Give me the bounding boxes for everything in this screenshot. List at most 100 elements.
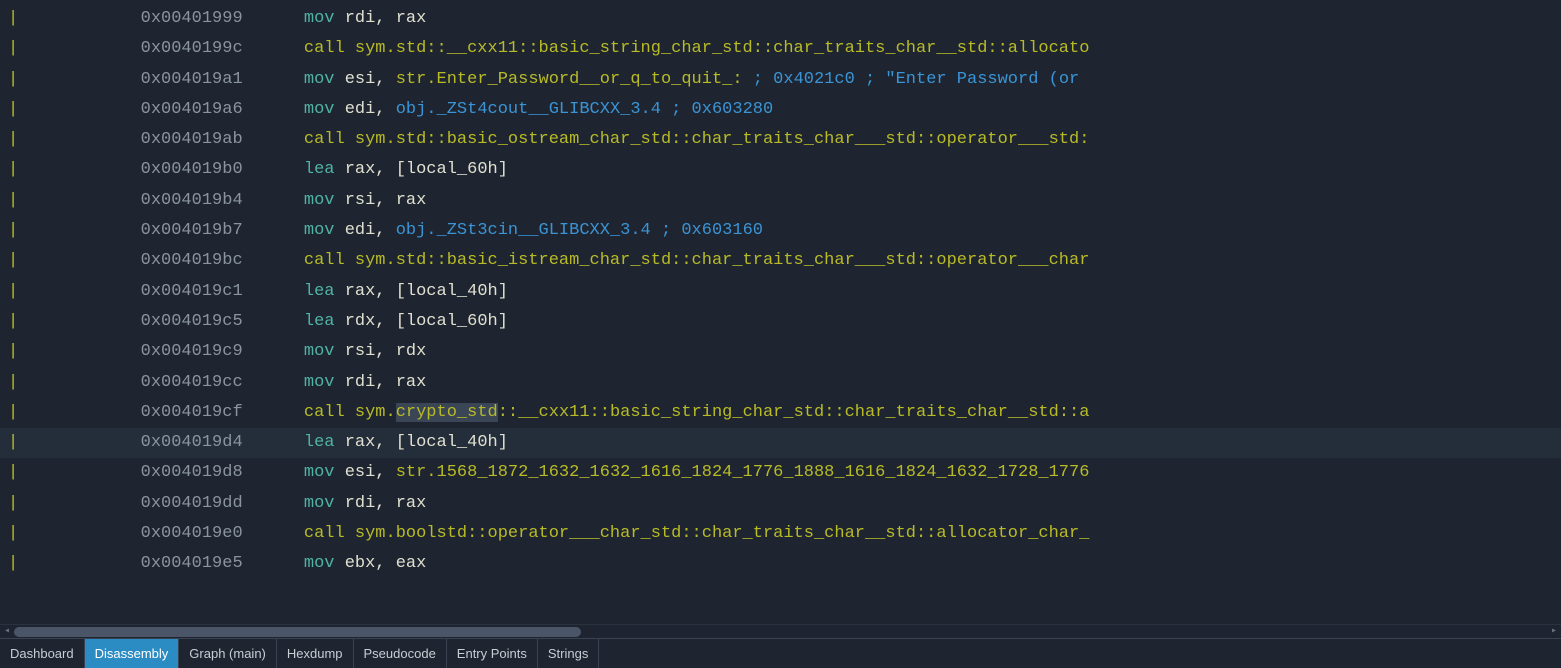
operand-object[interactable]: obj._ZSt4cout__GLIBCXX_3.4 xyxy=(396,100,661,119)
disasm-line[interactable]: | 0x004019bc call sym.std::basic_istream… xyxy=(0,246,1561,276)
address[interactable]: 0x004019bc xyxy=(141,251,243,270)
tab-dashboard[interactable]: Dashboard xyxy=(0,639,85,668)
mnemonic: mov xyxy=(304,494,335,513)
operand-register: rdi xyxy=(345,494,376,513)
operand-register: local_60h xyxy=(406,160,498,179)
disassembly-view[interactable]: | 0x00401999 mov rdi, rax| 0x0040199c ca… xyxy=(0,0,1561,614)
tab-strings[interactable]: Strings xyxy=(538,639,599,668)
mnemonic: mov xyxy=(304,70,335,89)
flow-pipe: | xyxy=(8,494,18,513)
operand-register: rdx xyxy=(345,312,376,331)
address[interactable]: 0x004019d4 xyxy=(141,433,243,452)
disasm-line[interactable]: | 0x004019b4 mov rsi, rax xyxy=(0,186,1561,216)
tab-entry-points[interactable]: Entry Points xyxy=(447,639,538,668)
flow-pipe: | xyxy=(8,373,18,392)
address[interactable]: 0x004019e0 xyxy=(141,524,243,543)
flow-pipe: | xyxy=(8,39,18,58)
disasm-line[interactable]: | 0x004019ab call sym.std::basic_ostream… xyxy=(0,125,1561,155)
disasm-line[interactable]: | 0x004019cf call sym.crypto_std::__cxx1… xyxy=(0,398,1561,428)
disasm-line[interactable]: | 0x004019a1 mov esi, str.Enter_Password… xyxy=(0,65,1561,95)
address[interactable]: 0x004019b0 xyxy=(141,160,243,179)
disasm-line[interactable]: | 0x0040199c call sym.std::__cxx11::basi… xyxy=(0,34,1561,64)
address[interactable]: 0x004019c5 xyxy=(141,312,243,331)
operand-register: rax xyxy=(345,433,376,452)
flow-pipe: | xyxy=(8,463,18,482)
operand-symbol[interactable]: sym. xyxy=(355,403,396,422)
disasm-line[interactable]: | 0x004019a6 mov edi, obj._ZSt4cout__GLI… xyxy=(0,95,1561,125)
flow-pipe: | xyxy=(8,312,18,331)
operand-register: rax xyxy=(396,494,427,513)
operand-symbol[interactable]: sym.boolstd::operator___char_std::char_t… xyxy=(355,524,1090,543)
disasm-line[interactable]: | 0x004019dd mov rdi, rax xyxy=(0,489,1561,519)
operand-register: edi xyxy=(345,221,376,240)
operand-register: local_60h xyxy=(406,312,498,331)
operand-register: rax xyxy=(396,9,427,28)
disasm-line[interactable]: | 0x004019cc mov rdi, rax xyxy=(0,368,1561,398)
operand-symbol[interactable]: sym.std::basic_istream_char_std::char_tr… xyxy=(355,251,1090,270)
operand-register: ebx xyxy=(345,554,376,573)
address[interactable]: 0x004019a1 xyxy=(141,70,243,89)
address[interactable]: 0x0040199c xyxy=(141,39,243,58)
address[interactable]: 0x004019c9 xyxy=(141,342,243,361)
disasm-line[interactable]: | 0x004019b7 mov edi, obj._ZSt3cin__GLIB… xyxy=(0,216,1561,246)
tab-bar: DashboardDisassemblyGraph (main)HexdumpP… xyxy=(0,638,1561,668)
address[interactable]: 0x00401999 xyxy=(141,9,243,28)
disasm-line[interactable]: | 0x004019e5 mov ebx, eax xyxy=(0,549,1561,579)
disasm-line[interactable]: | 0x00401999 mov rdi, rax xyxy=(0,4,1561,34)
flow-pipe: | xyxy=(8,191,18,210)
operand-register: local_40h xyxy=(406,282,498,301)
flow-pipe: | xyxy=(8,130,18,149)
mnemonic: call xyxy=(304,39,345,58)
mnemonic: mov xyxy=(304,100,335,119)
scrollbar-track[interactable] xyxy=(14,625,1547,638)
address[interactable]: 0x004019b7 xyxy=(141,221,243,240)
flow-pipe: | xyxy=(8,403,18,422)
flow-pipe: | xyxy=(8,160,18,179)
selected-token[interactable]: crypto_std xyxy=(396,403,498,422)
address[interactable]: 0x004019cf xyxy=(141,403,243,422)
operand-register: rdx xyxy=(396,342,427,361)
address[interactable]: 0x004019e5 xyxy=(141,554,243,573)
address[interactable]: 0x004019c1 xyxy=(141,282,243,301)
disasm-line[interactable]: | 0x004019c5 lea rdx, [local_60h] xyxy=(0,307,1561,337)
scroll-left-arrow[interactable]: ◂ xyxy=(0,625,14,639)
flow-pipe: | xyxy=(8,342,18,361)
horizontal-scrollbar[interactable]: ◂ ▸ xyxy=(0,624,1561,638)
tab-pseudocode[interactable]: Pseudocode xyxy=(354,639,447,668)
address[interactable]: 0x004019ab xyxy=(141,130,243,149)
operand-symbol[interactable]: sym.std::basic_ostream_char_std::char_tr… xyxy=(355,130,1090,149)
address[interactable]: 0x004019a6 xyxy=(141,100,243,119)
mnemonic: lea xyxy=(304,282,335,301)
tab-graph-main-[interactable]: Graph (main) xyxy=(179,639,277,668)
flow-pipe: | xyxy=(8,70,18,89)
mnemonic: call xyxy=(304,403,345,422)
flow-pipe: | xyxy=(8,282,18,301)
operand-register: edi xyxy=(345,100,376,119)
operand-register: esi xyxy=(345,70,376,89)
disasm-line[interactable]: | 0x004019e0 call sym.boolstd::operator_… xyxy=(0,519,1561,549)
disasm-line[interactable]: | 0x004019c1 lea rax, [local_40h] xyxy=(0,277,1561,307)
operand-symbol[interactable]: sym.std::__cxx11::basic_string_char_std:… xyxy=(355,39,1090,58)
operand-register: rdi xyxy=(345,373,376,392)
address[interactable]: 0x004019b4 xyxy=(141,191,243,210)
operand-string[interactable]: str.1568_1872_1632_1632_1616_1824_1776_1… xyxy=(396,463,1090,482)
tab-disassembly[interactable]: Disassembly xyxy=(85,639,180,668)
scroll-right-arrow[interactable]: ▸ xyxy=(1547,625,1561,639)
address[interactable]: 0x004019dd xyxy=(141,494,243,513)
mnemonic: mov xyxy=(304,463,335,482)
disasm-line[interactable]: | 0x004019d8 mov esi, str.1568_1872_1632… xyxy=(0,458,1561,488)
operand-object[interactable]: obj._ZSt3cin__GLIBCXX_3.4 xyxy=(396,221,651,240)
scrollbar-thumb[interactable] xyxy=(14,627,581,637)
address[interactable]: 0x004019cc xyxy=(141,373,243,392)
operand-string[interactable]: str.Enter_Password__or_q_to_quit_: xyxy=(396,70,743,89)
disasm-line[interactable]: | 0x004019b0 lea rax, [local_60h] xyxy=(0,155,1561,185)
mnemonic: mov xyxy=(304,191,335,210)
disasm-line[interactable]: | 0x004019d4 lea rax, [local_40h] xyxy=(0,428,1561,458)
operand-register: eax xyxy=(396,554,427,573)
flow-pipe: | xyxy=(8,554,18,573)
tab-hexdump[interactable]: Hexdump xyxy=(277,639,354,668)
disasm-line[interactable]: | 0x004019c9 mov rsi, rdx xyxy=(0,337,1561,367)
mnemonic: mov xyxy=(304,9,335,28)
mnemonic: mov xyxy=(304,221,335,240)
address[interactable]: 0x004019d8 xyxy=(141,463,243,482)
